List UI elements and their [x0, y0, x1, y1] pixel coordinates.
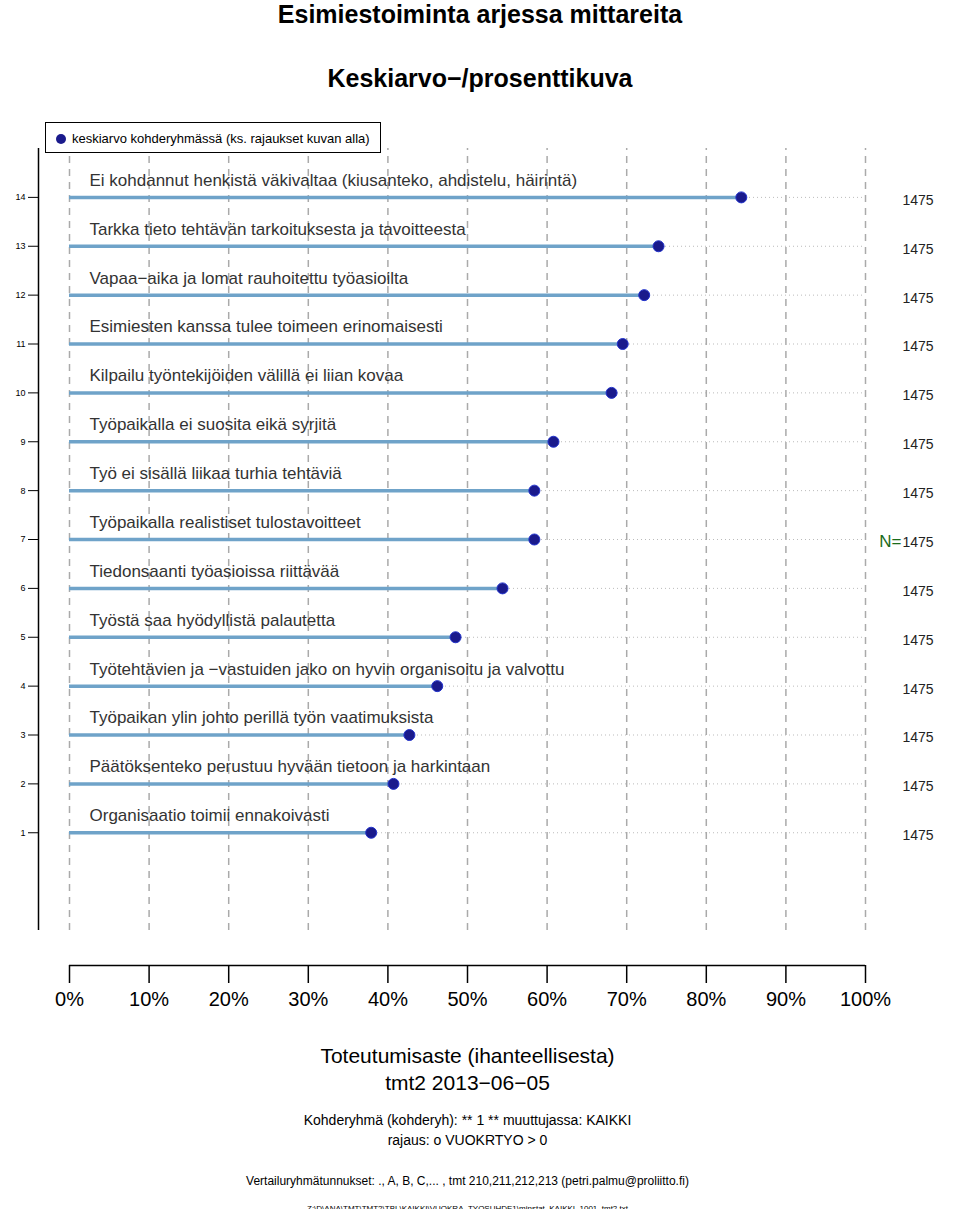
svg-text:Ei kohdannut henkistä väkivalt: Ei kohdannut henkistä väkivaltaa (kiusan…	[90, 171, 578, 190]
svg-text:60%: 60%	[527, 988, 567, 1010]
svg-text:10%: 10%	[129, 988, 169, 1010]
svg-text:80%: 80%	[686, 988, 726, 1010]
svg-text:40%: 40%	[368, 988, 408, 1010]
svg-text:Työtehtävien ja −vastuiden jak: Työtehtävien ja −vastuiden jako on hyvin…	[90, 660, 565, 679]
svg-text:1475: 1475	[903, 290, 934, 306]
svg-text:Organisaatio toimii ennakoivas: Organisaatio toimii ennakoivasti	[90, 806, 330, 825]
svg-text:1475: 1475	[903, 338, 934, 354]
svg-text:7: 7	[20, 534, 25, 544]
svg-text:1475: 1475	[903, 387, 934, 403]
svg-text:12: 12	[15, 290, 25, 300]
svg-text:1475: 1475	[903, 632, 934, 648]
svg-text:1475: 1475	[903, 436, 934, 452]
svg-text:N=: N=	[879, 532, 901, 551]
html-text:Esimiestoiminta arjessa mittar: Esimiestoiminta arjessa mittareita	[277, 0, 683, 28]
svg-text:5: 5	[20, 632, 25, 642]
svg-text:11: 11	[16, 339, 25, 349]
svg-text:1475: 1475	[903, 534, 934, 550]
html-text:Kohderyhmä (kohderyh): ** 1 **: Kohderyhmä (kohderyh): ** 1 ** muuttujas…	[303, 1112, 632, 1128]
svg-text:50%: 50%	[447, 988, 487, 1010]
svg-text:1475: 1475	[903, 241, 934, 257]
svg-text:Työpaikalla ei suosita eikä sy: Työpaikalla ei suosita eikä syrjitä	[90, 415, 337, 434]
svg-text:Tarkka tieto tehtävän tarkoitu: Tarkka tieto tehtävän tarkoituksesta ja …	[90, 220, 467, 239]
svg-text:3: 3	[20, 730, 25, 740]
svg-text:Työpaikan ylin johto perillä t: Työpaikan ylin johto perillä työn vaatim…	[90, 708, 434, 727]
html-text:Toteutumisaste (ihanteellisest: Toteutumisaste (ihanteellisesta)	[320, 1044, 615, 1067]
svg-text:6: 6	[20, 583, 25, 593]
svg-text:1: 1	[20, 828, 25, 838]
svg-text:0%: 0%	[55, 988, 84, 1010]
svg-text:70%: 70%	[607, 988, 647, 1010]
svg-text:Työstä saa hyödyllistä palaute: Työstä saa hyödyllistä palautetta	[90, 611, 336, 630]
svg-text:Työ ei sisällä liikaa turhia t: Työ ei sisällä liikaa turhia tehtäviä	[90, 464, 343, 483]
svg-text:1475: 1475	[903, 583, 934, 599]
svg-text:14: 14	[15, 192, 25, 202]
html-text:keskiarvo kohderyhmässä (ks. r: keskiarvo kohderyhmässä (ks. rajaukset k…	[72, 131, 370, 146]
svg-text:1475: 1475	[903, 827, 934, 843]
svg-text:90%: 90%	[766, 988, 806, 1010]
svg-text:Vapaa−aika ja lomat rauhoitett: Vapaa−aika ja lomat rauhoitettu työasioi…	[90, 269, 409, 288]
svg-text:1475: 1475	[903, 729, 934, 745]
svg-text:Kilpailu työntekijöiden välill: Kilpailu työntekijöiden välillä ei liian…	[90, 366, 404, 385]
svg-text:20%: 20%	[209, 988, 249, 1010]
svg-text:2: 2	[20, 779, 25, 789]
svg-text:9: 9	[20, 437, 25, 447]
svg-text:Tiedonsaanti työasioissa riitt: Tiedonsaanti työasioissa riittävää	[90, 562, 340, 581]
svg-text:30%: 30%	[288, 988, 328, 1010]
svg-text:10: 10	[15, 388, 25, 398]
svg-text:4: 4	[20, 681, 25, 691]
svg-text:1475: 1475	[903, 485, 934, 501]
svg-text:1475: 1475	[903, 681, 934, 697]
svg-text:Esimiesten kanssa tulee toimee: Esimiesten kanssa tulee toimeen erinomai…	[90, 317, 443, 336]
svg-text:1475: 1475	[903, 778, 934, 794]
svg-text:8: 8	[20, 486, 25, 496]
svg-text:1475: 1475	[903, 192, 934, 208]
html-text:Vertailuryhmätunnukset: ., A,: Vertailuryhmätunnukset: ., A, B, C,... ,…	[246, 1174, 689, 1188]
svg-text:100%: 100%	[840, 988, 891, 1010]
html-text:tmt2 2013−06−05: tmt2 2013−06−05	[385, 1071, 550, 1094]
html-text:Keskiarvo−/prosenttikuva: Keskiarvo−/prosenttikuva	[327, 64, 633, 92]
svg-text:Työpaikalla realistiset tulost: Työpaikalla realistiset tulostavoitteet	[90, 513, 361, 532]
svg-text:Päätöksenteko perustuu hyvään: Päätöksenteko perustuu hyvään tietoon ja…	[90, 757, 491, 776]
svg-text:13: 13	[15, 241, 25, 251]
html-text:rajaus: o VUOKRTYO > 0: rajaus: o VUOKRTYO > 0	[387, 1132, 548, 1148]
